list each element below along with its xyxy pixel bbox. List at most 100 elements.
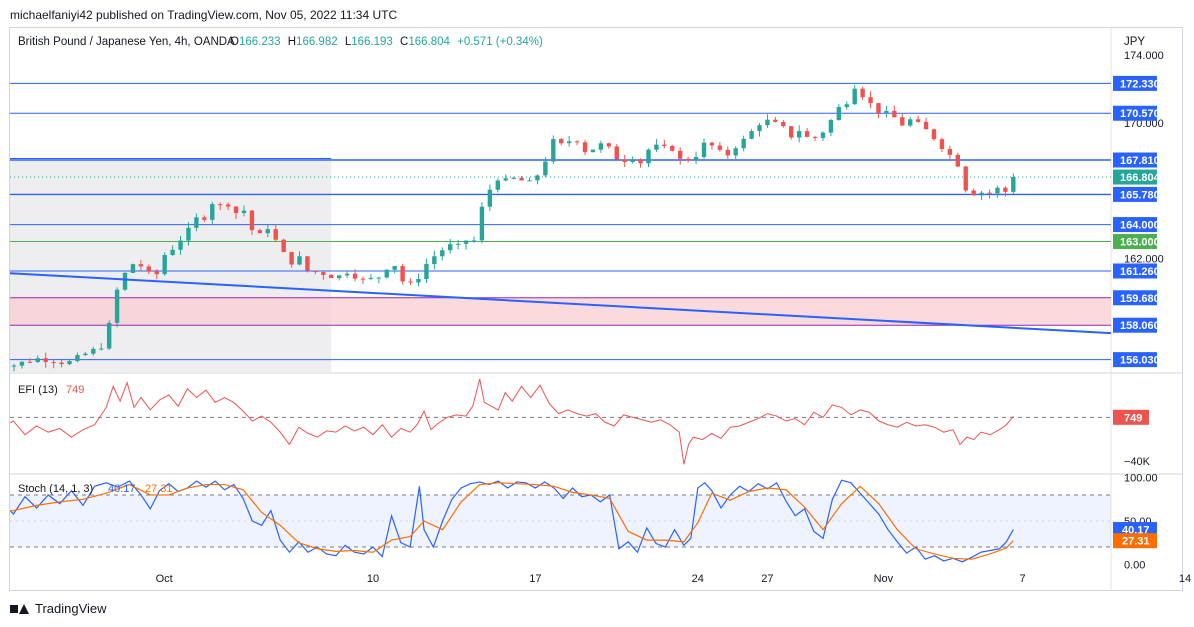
candle — [281, 238, 286, 253]
candle-body — [313, 270, 318, 273]
time-axis-label: Nov — [874, 573, 894, 585]
level-tag-5-text: 163.000 — [1120, 237, 1160, 249]
stoch-legend-name: Stoch (14, 1, 3) — [18, 483, 93, 495]
efi-legend-name: EFI (13) — [18, 384, 58, 396]
price-tick-label: 170.000 — [1124, 118, 1164, 130]
time-axis-label: 17 — [529, 573, 541, 585]
candle — [693, 151, 699, 165]
candle-body — [630, 159, 635, 162]
level-tag-7-bg — [1113, 290, 1157, 306]
level-tag-6-text: 161.260 — [1120, 266, 1160, 278]
candle — [43, 352, 48, 368]
level-tag-0-bg — [1113, 75, 1157, 91]
candle — [551, 135, 556, 164]
candle — [939, 137, 945, 152]
close-label: C — [400, 36, 408, 48]
candle — [360, 276, 366, 285]
candle-body — [733, 148, 738, 156]
candle — [35, 355, 40, 364]
candle-body — [947, 148, 953, 155]
level-tag-1: 170.570 — [1113, 105, 1160, 121]
candle-body — [233, 206, 239, 214]
stoch-legend-d: 27.31 — [145, 483, 173, 495]
current-price-tag-text: 166.804 — [1120, 172, 1161, 184]
candle-body — [408, 281, 413, 283]
candle-body — [765, 119, 770, 126]
candle-body — [741, 138, 746, 149]
candle — [574, 140, 580, 146]
stoch-d-tag-text: 27.31 — [1122, 536, 1150, 548]
candle-body — [725, 149, 730, 156]
candle — [733, 145, 738, 161]
efi-value-tag: 749 — [1113, 409, 1149, 425]
candle — [265, 225, 270, 238]
level-tag-0: 172.330 — [1113, 75, 1160, 91]
candle-body — [91, 348, 96, 354]
candle — [1011, 173, 1016, 195]
candle-body — [241, 210, 247, 214]
candle — [297, 251, 302, 266]
candle-body — [868, 97, 873, 104]
candle-body — [955, 154, 961, 167]
candle-body — [463, 240, 469, 244]
candle-body — [519, 177, 524, 181]
candle-body — [566, 141, 572, 144]
candle-body — [876, 103, 881, 113]
level-tag-1-bg — [1113, 105, 1157, 121]
symbol-title: British Pound / Japanese Yen, 4h, OANDA — [18, 36, 235, 48]
candle-body — [344, 273, 350, 276]
candle — [868, 91, 873, 109]
footer-brand[interactable]: TradingView — [10, 601, 107, 616]
candle-body — [804, 131, 810, 137]
candle — [963, 165, 968, 193]
candle — [194, 213, 199, 232]
candle-body — [678, 150, 683, 159]
candle-body — [471, 240, 477, 242]
candle-body — [352, 273, 358, 279]
candle — [654, 138, 659, 152]
candle-body — [360, 278, 366, 280]
candle-body — [162, 255, 167, 275]
candle-body — [987, 192, 992, 194]
open-label: O — [230, 36, 239, 48]
candle — [368, 274, 374, 281]
candle-body — [939, 139, 945, 149]
candle — [376, 277, 382, 284]
current-price-tag-bg — [1113, 169, 1157, 185]
candle-body — [4, 365, 8, 367]
stoch-d-tag-bg — [1113, 533, 1157, 549]
candle — [725, 146, 730, 159]
candle-body — [146, 266, 152, 272]
candle — [336, 274, 342, 281]
stoch-line-k — [10, 479, 1014, 563]
candle-body — [915, 119, 921, 122]
candle — [511, 176, 516, 180]
candle-body — [511, 177, 516, 179]
efi-value-tag-bg — [1113, 409, 1149, 425]
candle — [844, 101, 849, 110]
candle-body — [527, 180, 532, 182]
time-axis-label: Oct — [156, 573, 173, 585]
candle — [273, 224, 278, 242]
candle-body — [860, 88, 865, 98]
candle — [67, 359, 72, 366]
candle-body — [574, 141, 580, 143]
candle-body — [900, 117, 905, 126]
candle — [83, 351, 88, 356]
candle-body — [606, 143, 612, 147]
candle — [225, 202, 231, 211]
candle-body — [384, 269, 389, 278]
candle-body — [336, 275, 342, 278]
candle-body — [1011, 177, 1016, 192]
price-tick-label: 162.000 — [1124, 253, 1164, 265]
candle — [75, 352, 80, 363]
candle — [979, 190, 984, 201]
candle — [424, 258, 429, 284]
candle-body — [622, 159, 627, 162]
candle — [384, 269, 389, 279]
candle-body — [551, 139, 556, 162]
candle — [670, 144, 675, 152]
candle — [765, 114, 770, 128]
candle — [892, 105, 897, 118]
